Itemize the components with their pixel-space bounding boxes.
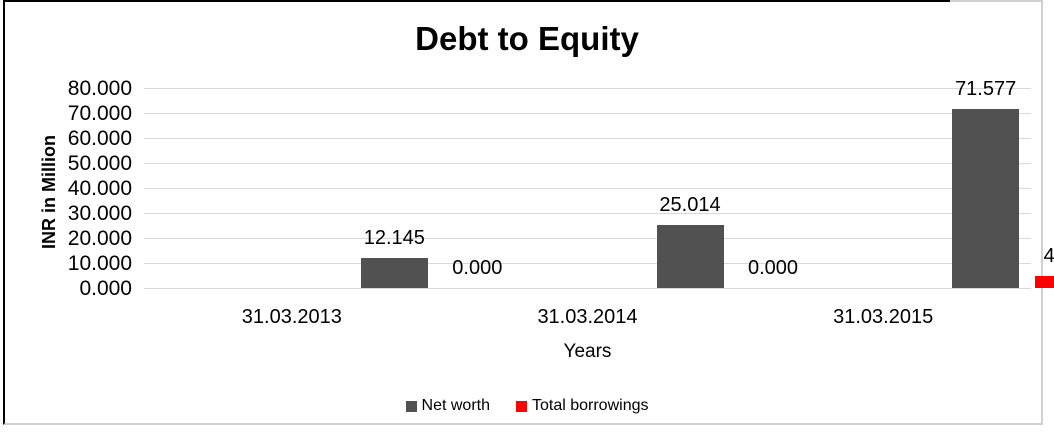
y-tick-label: 80.000 (67, 77, 132, 100)
y-tick-label: 60.000 (67, 127, 132, 150)
legend-label: Total borrowings (531, 397, 649, 414)
gridline (144, 113, 1031, 114)
y-tick-label: 50.000 (67, 152, 132, 175)
chart-frame (3, 0, 1043, 425)
y-tick-label: 40.000 (67, 177, 132, 200)
value-label: 4.722 (1043, 245, 1054, 268)
gridline (144, 188, 1031, 189)
y-tick-label: 70.000 (67, 102, 132, 125)
y-tick-label: 30.000 (67, 202, 132, 225)
gridline (144, 138, 1031, 139)
legend-label: Net worth (421, 397, 490, 414)
category-label: 31.03.2013 (241, 306, 342, 328)
legend-swatch (405, 400, 417, 412)
value-label: 71.577 (955, 78, 1017, 101)
bar-net-worth (360, 257, 428, 288)
legend-swatch (515, 400, 527, 412)
gridline (144, 238, 1031, 239)
y-axis-ticks: 0.000 10.000 20.000 30.000 40.000 50.000 60.00… (0, 78, 132, 299)
value-label: 12.145 (363, 226, 425, 249)
plot-area (144, 88, 1054, 289)
bar-net-worth (952, 109, 1020, 288)
gridline (144, 263, 1031, 264)
category-label: 31.03.2014 (537, 306, 638, 328)
value-label: 0.000 (747, 257, 799, 279)
bar-net-worth (656, 225, 724, 288)
gridline (144, 288, 1031, 289)
frame-top-right-edge (950, 0, 1043, 2)
value-label: 0.000 (452, 257, 503, 279)
y-tick-label: 10.000 (67, 252, 132, 275)
legend: Net worth Total borrowings (0, 395, 1054, 417)
bar-total-borrowings (1035, 276, 1054, 288)
legend-item-total-borrowings: Total borrowings (515, 397, 649, 415)
y-tick-label: 0.000 (79, 277, 132, 300)
y-tick-label: 20.000 (67, 227, 132, 250)
category-label: 31.03.2015 (833, 306, 934, 328)
gridline (144, 213, 1031, 214)
chart-title: Debt to Equity (415, 20, 639, 57)
x-axis-title: Years (563, 341, 612, 362)
value-label: 25.014 (659, 194, 721, 217)
gridline (144, 88, 1031, 89)
legend-item-net-worth: Net worth (405, 397, 490, 415)
gridline (144, 163, 1031, 164)
